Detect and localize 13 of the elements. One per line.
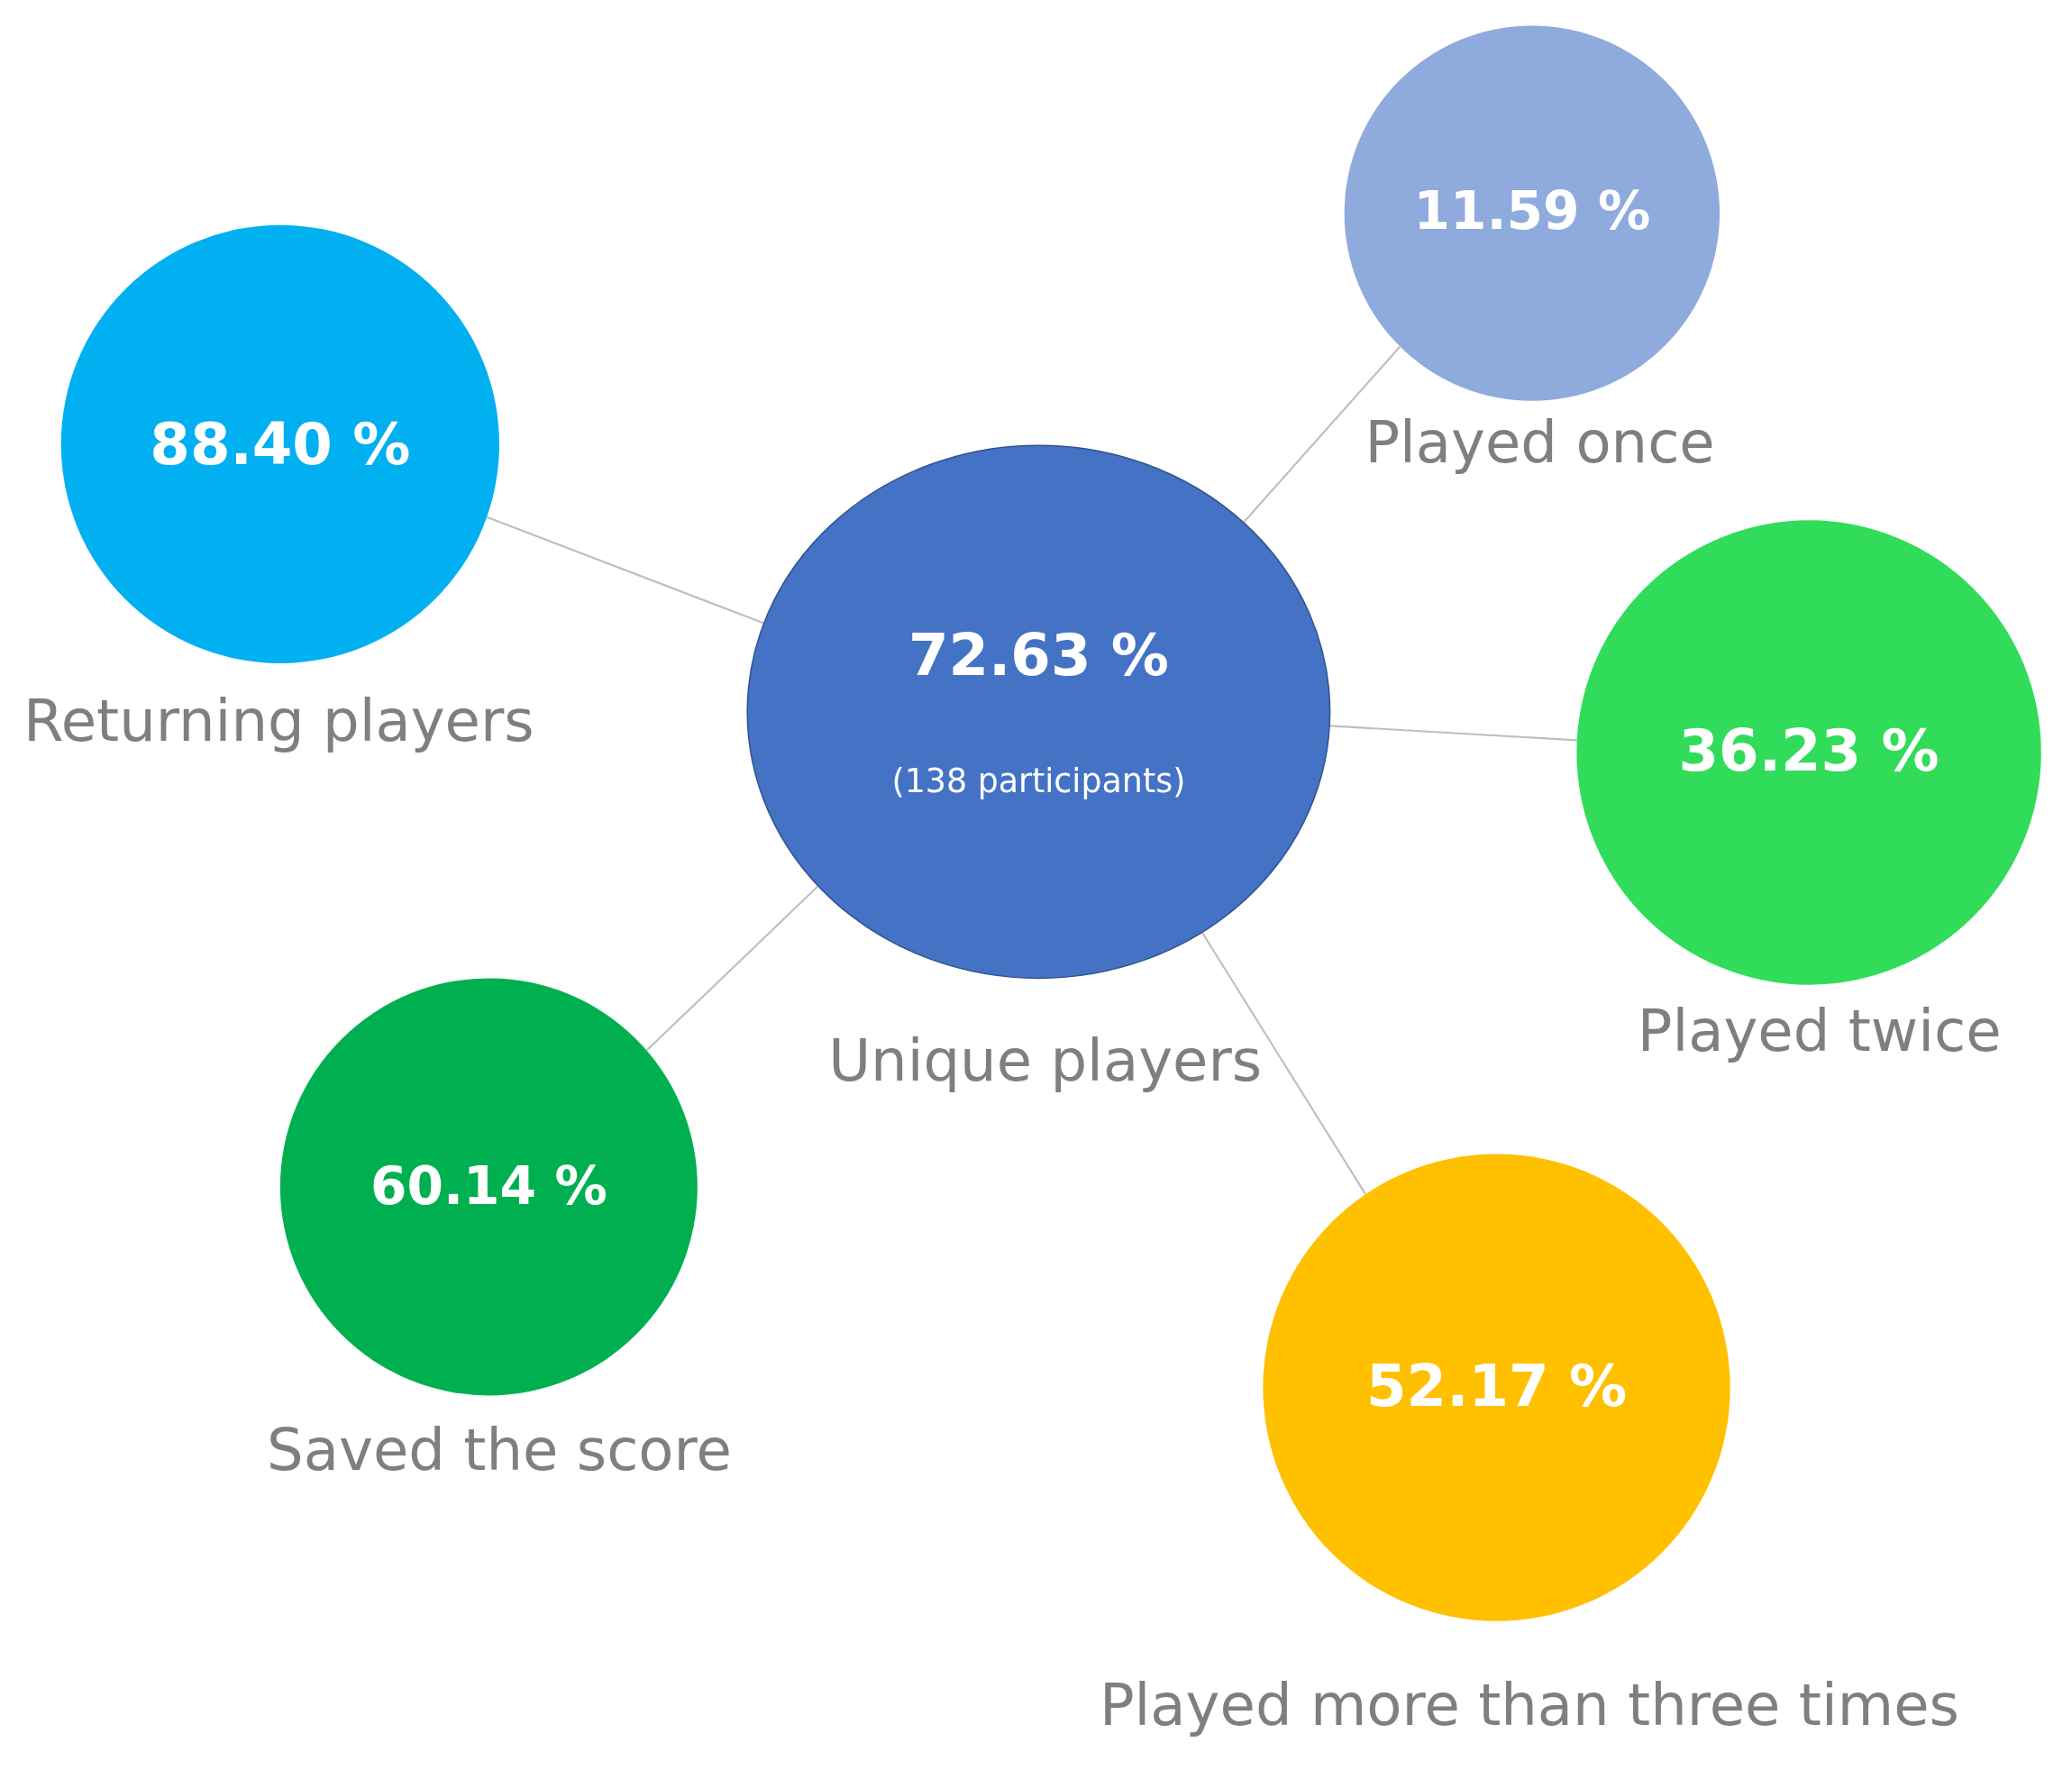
category-label: Saved the score [267, 1417, 732, 1484]
category-label: Played twice [1637, 997, 2002, 1064]
data-label: 36.23 % [1678, 717, 1940, 785]
category-label: Returning players [23, 687, 534, 754]
text: (138 participants) [891, 761, 1186, 800]
category-label: Played once [1365, 409, 1715, 477]
data-label: 52.17 % [1366, 1353, 1628, 1420]
data-label: 72.63 % [908, 622, 1169, 689]
data-label: 11.59 % [1413, 180, 1651, 242]
category-label: Played more than three times [1099, 1671, 1959, 1738]
category-label: Unique players [828, 1027, 1263, 1095]
data-label: 60.14 % [370, 1154, 607, 1217]
data-label: 88.40 % [150, 410, 411, 478]
